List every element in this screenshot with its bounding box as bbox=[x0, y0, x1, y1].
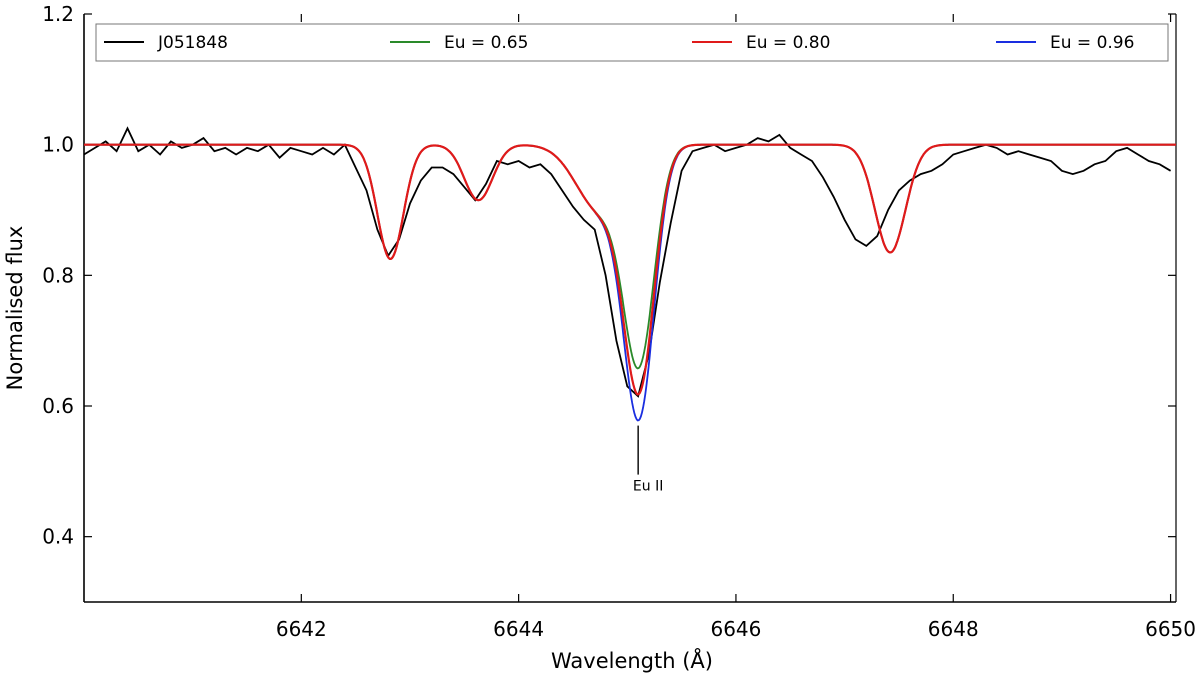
series-line-eu-0-80 bbox=[84, 143, 1176, 396]
x-tick-label: 6648 bbox=[928, 617, 979, 641]
x-tick-label: 6646 bbox=[710, 617, 761, 641]
x-axis-title: Wavelength (Å) bbox=[551, 647, 713, 673]
legend: J051848 Eu = 0.65 Eu = 0.80 Eu = 0.96 bbox=[95, 23, 1169, 62]
y-tick-label: 0.8 bbox=[42, 263, 74, 287]
annotation-label: Eu II bbox=[633, 479, 663, 495]
x-tick-label: 6644 bbox=[493, 617, 544, 641]
series-line-eu-0-96 bbox=[84, 143, 1176, 422]
series-line-eu-0-65 bbox=[84, 143, 1176, 370]
legend-label-eu-0-65: Eu = 0.65 bbox=[444, 33, 528, 53]
x-tick-label: 6642 bbox=[276, 617, 327, 641]
x-tick-label: 6650 bbox=[1145, 617, 1196, 641]
legend-label-j051848: J051848 bbox=[157, 33, 228, 53]
y-tick-label: 1.2 bbox=[42, 2, 74, 26]
y-tick-label: 0.4 bbox=[42, 525, 74, 549]
legend-label-eu-0-80: Eu = 0.80 bbox=[746, 33, 830, 53]
legend-box bbox=[95, 23, 1169, 62]
legend-label-eu-0-96: Eu = 0.96 bbox=[1050, 33, 1134, 53]
y-tick-label: 1.0 bbox=[42, 133, 74, 157]
annotations: Eu II bbox=[633, 425, 663, 495]
series-layer bbox=[83, 126, 1176, 422]
axes: 6642 6644 6646 6648 6650 0.4 0.6 0.8 1.0 1.2 bbox=[42, 2, 1196, 641]
y-tick-label: 0.6 bbox=[42, 394, 74, 418]
y-axis-title: Normalised flux bbox=[3, 226, 27, 391]
